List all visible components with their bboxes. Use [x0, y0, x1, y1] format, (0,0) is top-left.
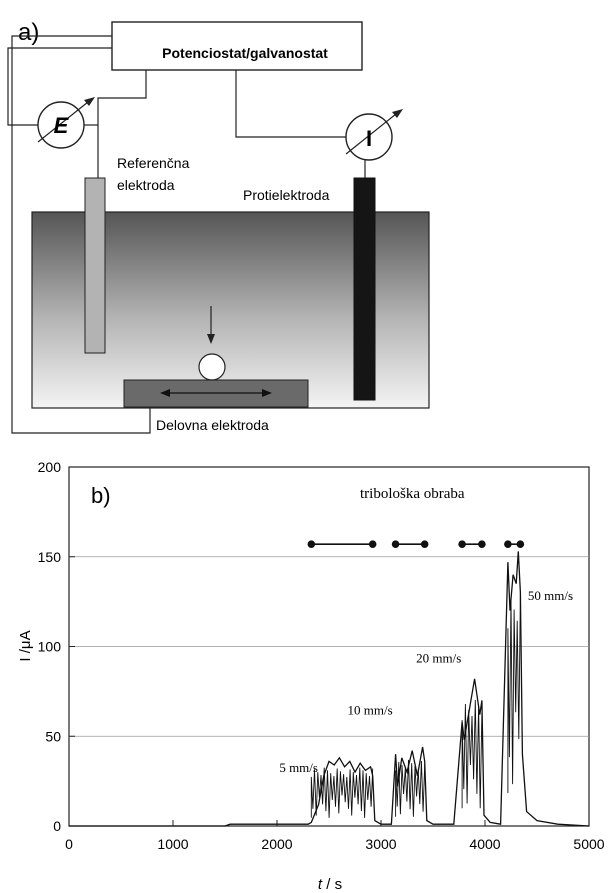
speed-label: 5 mm/s [279, 760, 318, 775]
y-tick-label: 100 [38, 639, 62, 655]
counter-label: Protielektroda [243, 187, 330, 203]
wear-noise-trace [395, 759, 426, 817]
wear-interval-end-dot [478, 540, 486, 548]
speed-label: 50 mm/s [528, 588, 573, 603]
wear-noise-trace [310, 767, 374, 818]
voltmeter-icon [37, 101, 85, 149]
grid-layer [69, 556, 589, 737]
voltmeter-symbol: E [54, 113, 70, 138]
circuit-wires [7, 35, 392, 434]
potentiostat-box [111, 21, 363, 71]
wear-interval-end-dot [516, 540, 525, 548]
x-axis-unit: / s [322, 876, 342, 893]
interval-layer: 5 mm/s 10 mm/s 20 mm/s 50 mm/s [279, 540, 573, 775]
wear-interval-start-dot [391, 540, 400, 548]
wear-interval-end-dot [368, 540, 377, 548]
y-axis-label: I /μA [17, 630, 34, 661]
y-tick-label: 150 [38, 549, 62, 565]
x-axis-label: t / s [318, 876, 342, 893]
speed-label: 20 mm/s [416, 651, 461, 666]
series-layer [69, 551, 590, 827]
panel-b-label: b) [91, 483, 111, 508]
ammeter-symbol: I [366, 126, 372, 151]
wear-interval-start-dot [504, 540, 512, 548]
wear-noise-trace [507, 590, 521, 793]
reference-label-line2: elektroda [117, 177, 175, 193]
counter-electrode [353, 177, 376, 401]
x-tick-label: 0 [65, 836, 73, 852]
annotation-label: tribološka obraba [360, 486, 465, 502]
schematic-panel: a) Potenciostat/galvanostat E I [7, 19, 430, 434]
y-tick-label: 50 [45, 728, 61, 744]
wear-interval-start-dot [307, 540, 316, 548]
working-label: Delovna elektroda [156, 417, 269, 433]
speed-label: 10 mm/s [348, 703, 393, 718]
y-tick-label: 0 [53, 818, 61, 834]
x-axis-symbol: t [318, 876, 323, 893]
x-tick-label: 2000 [261, 836, 292, 852]
x-tick-label: 1000 [157, 836, 188, 852]
panel-a-label: a) [18, 19, 39, 46]
y-tick-label: 200 [38, 459, 62, 475]
potentiostat-label: Potenciostat/galvanostat [162, 45, 328, 61]
x-tick-label: 3000 [365, 836, 396, 852]
wear-interval-start-dot [458, 540, 466, 548]
wear-interval-end-dot [420, 540, 429, 548]
wear-noise-trace [461, 699, 483, 809]
x-tick-label: 4000 [469, 836, 500, 852]
ball-contact [198, 353, 226, 381]
reference-electrode [84, 177, 106, 354]
x-tick-label: 5000 [573, 836, 604, 852]
reference-label-line1: Referenčna [117, 155, 190, 171]
ammeter-icon [345, 113, 393, 161]
